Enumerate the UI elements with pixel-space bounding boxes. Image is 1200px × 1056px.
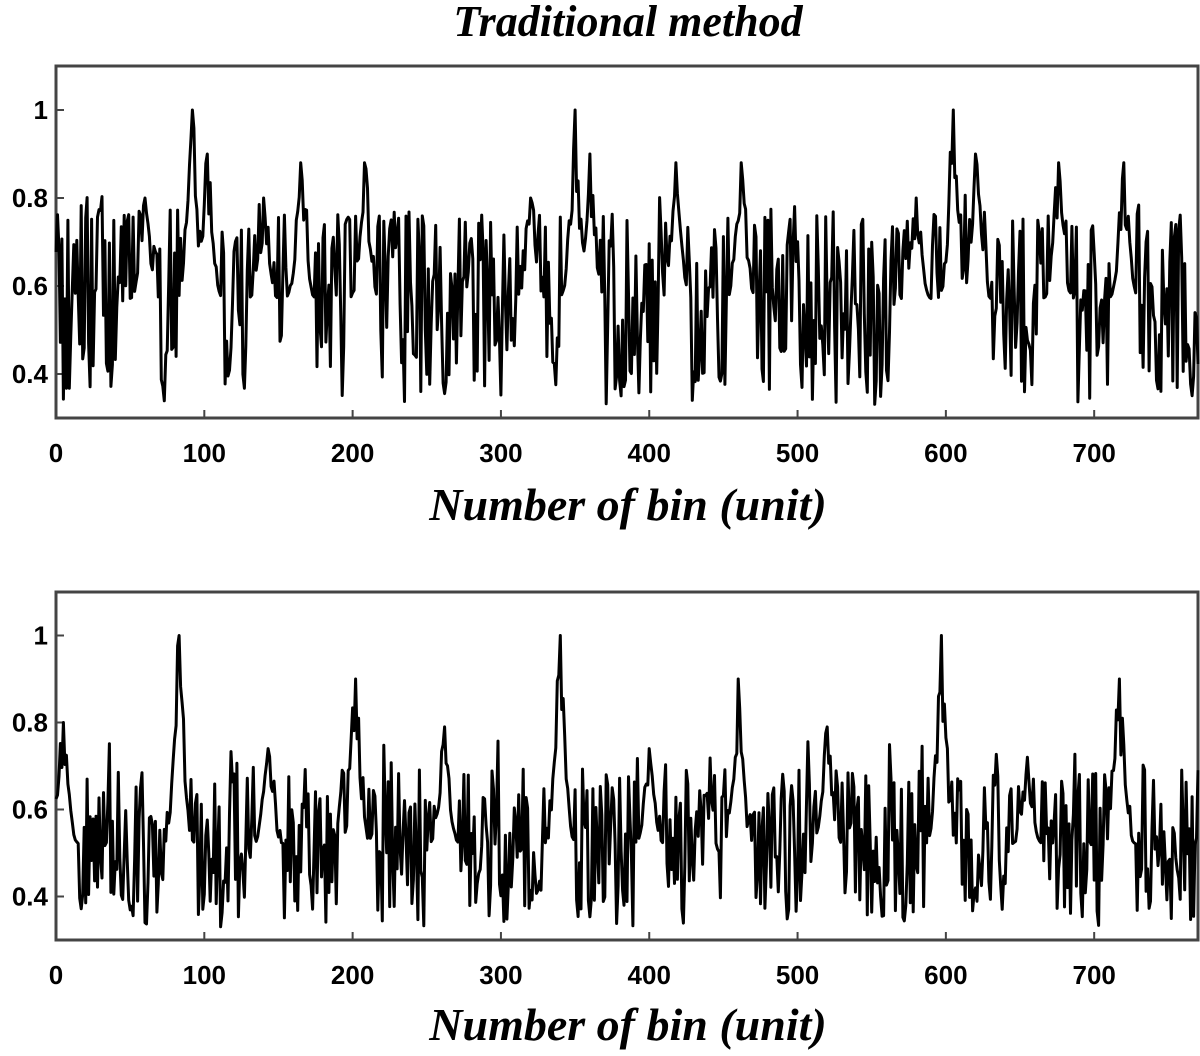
y-tick-label: 0.8 bbox=[12, 183, 48, 213]
data-series-line bbox=[54, 108, 1200, 406]
data-series-line bbox=[54, 634, 1200, 929]
y-tick-label: 1 bbox=[34, 95, 48, 125]
bottom-chart-panel: 0 100 200 300 400 500 600 700 0.4 0.6 0.8 1 bbox=[12, 590, 1200, 990]
x-axis-label-top: Number of bin (unit) bbox=[428, 479, 826, 530]
top-chart-panel: 0 100 200 300 400 500 600 700 0.4 0.6 0.8 1 bbox=[12, 64, 1200, 468]
x-tick-label: 100 bbox=[183, 960, 226, 990]
y-tick-label: 1 bbox=[34, 621, 48, 651]
x-axis-label-bottom: Number of bin (unit) bbox=[428, 999, 826, 1050]
x-tick-label: 0 bbox=[49, 438, 63, 468]
x-tick-label: 700 bbox=[1072, 438, 1115, 468]
y-tick-label: 0.4 bbox=[12, 359, 49, 389]
y-tick-label: 0.4 bbox=[12, 882, 49, 912]
x-tick-label: 500 bbox=[776, 960, 819, 990]
plot-frame bbox=[54, 590, 1200, 942]
x-tick-label: 600 bbox=[924, 438, 967, 468]
x-tick-label: 100 bbox=[183, 438, 226, 468]
chart-title-top: Traditional method bbox=[453, 0, 803, 46]
x-tick-label: 200 bbox=[331, 960, 374, 990]
x-tick-label: 300 bbox=[479, 960, 522, 990]
x-tick-label: 700 bbox=[1072, 960, 1115, 990]
x-tick-label: 300 bbox=[479, 438, 522, 468]
y-tick-label: 0.8 bbox=[12, 708, 48, 738]
x-tick-label: 500 bbox=[776, 438, 819, 468]
x-tick-label: 400 bbox=[628, 438, 671, 468]
x-tick-label: 200 bbox=[331, 438, 374, 468]
y-tick-label: 0.6 bbox=[12, 271, 48, 301]
x-tick-label: 400 bbox=[628, 960, 671, 990]
y-tick-label: 0.6 bbox=[12, 795, 48, 825]
x-tick-label: 0 bbox=[49, 960, 63, 990]
x-tick-label: 600 bbox=[924, 960, 967, 990]
